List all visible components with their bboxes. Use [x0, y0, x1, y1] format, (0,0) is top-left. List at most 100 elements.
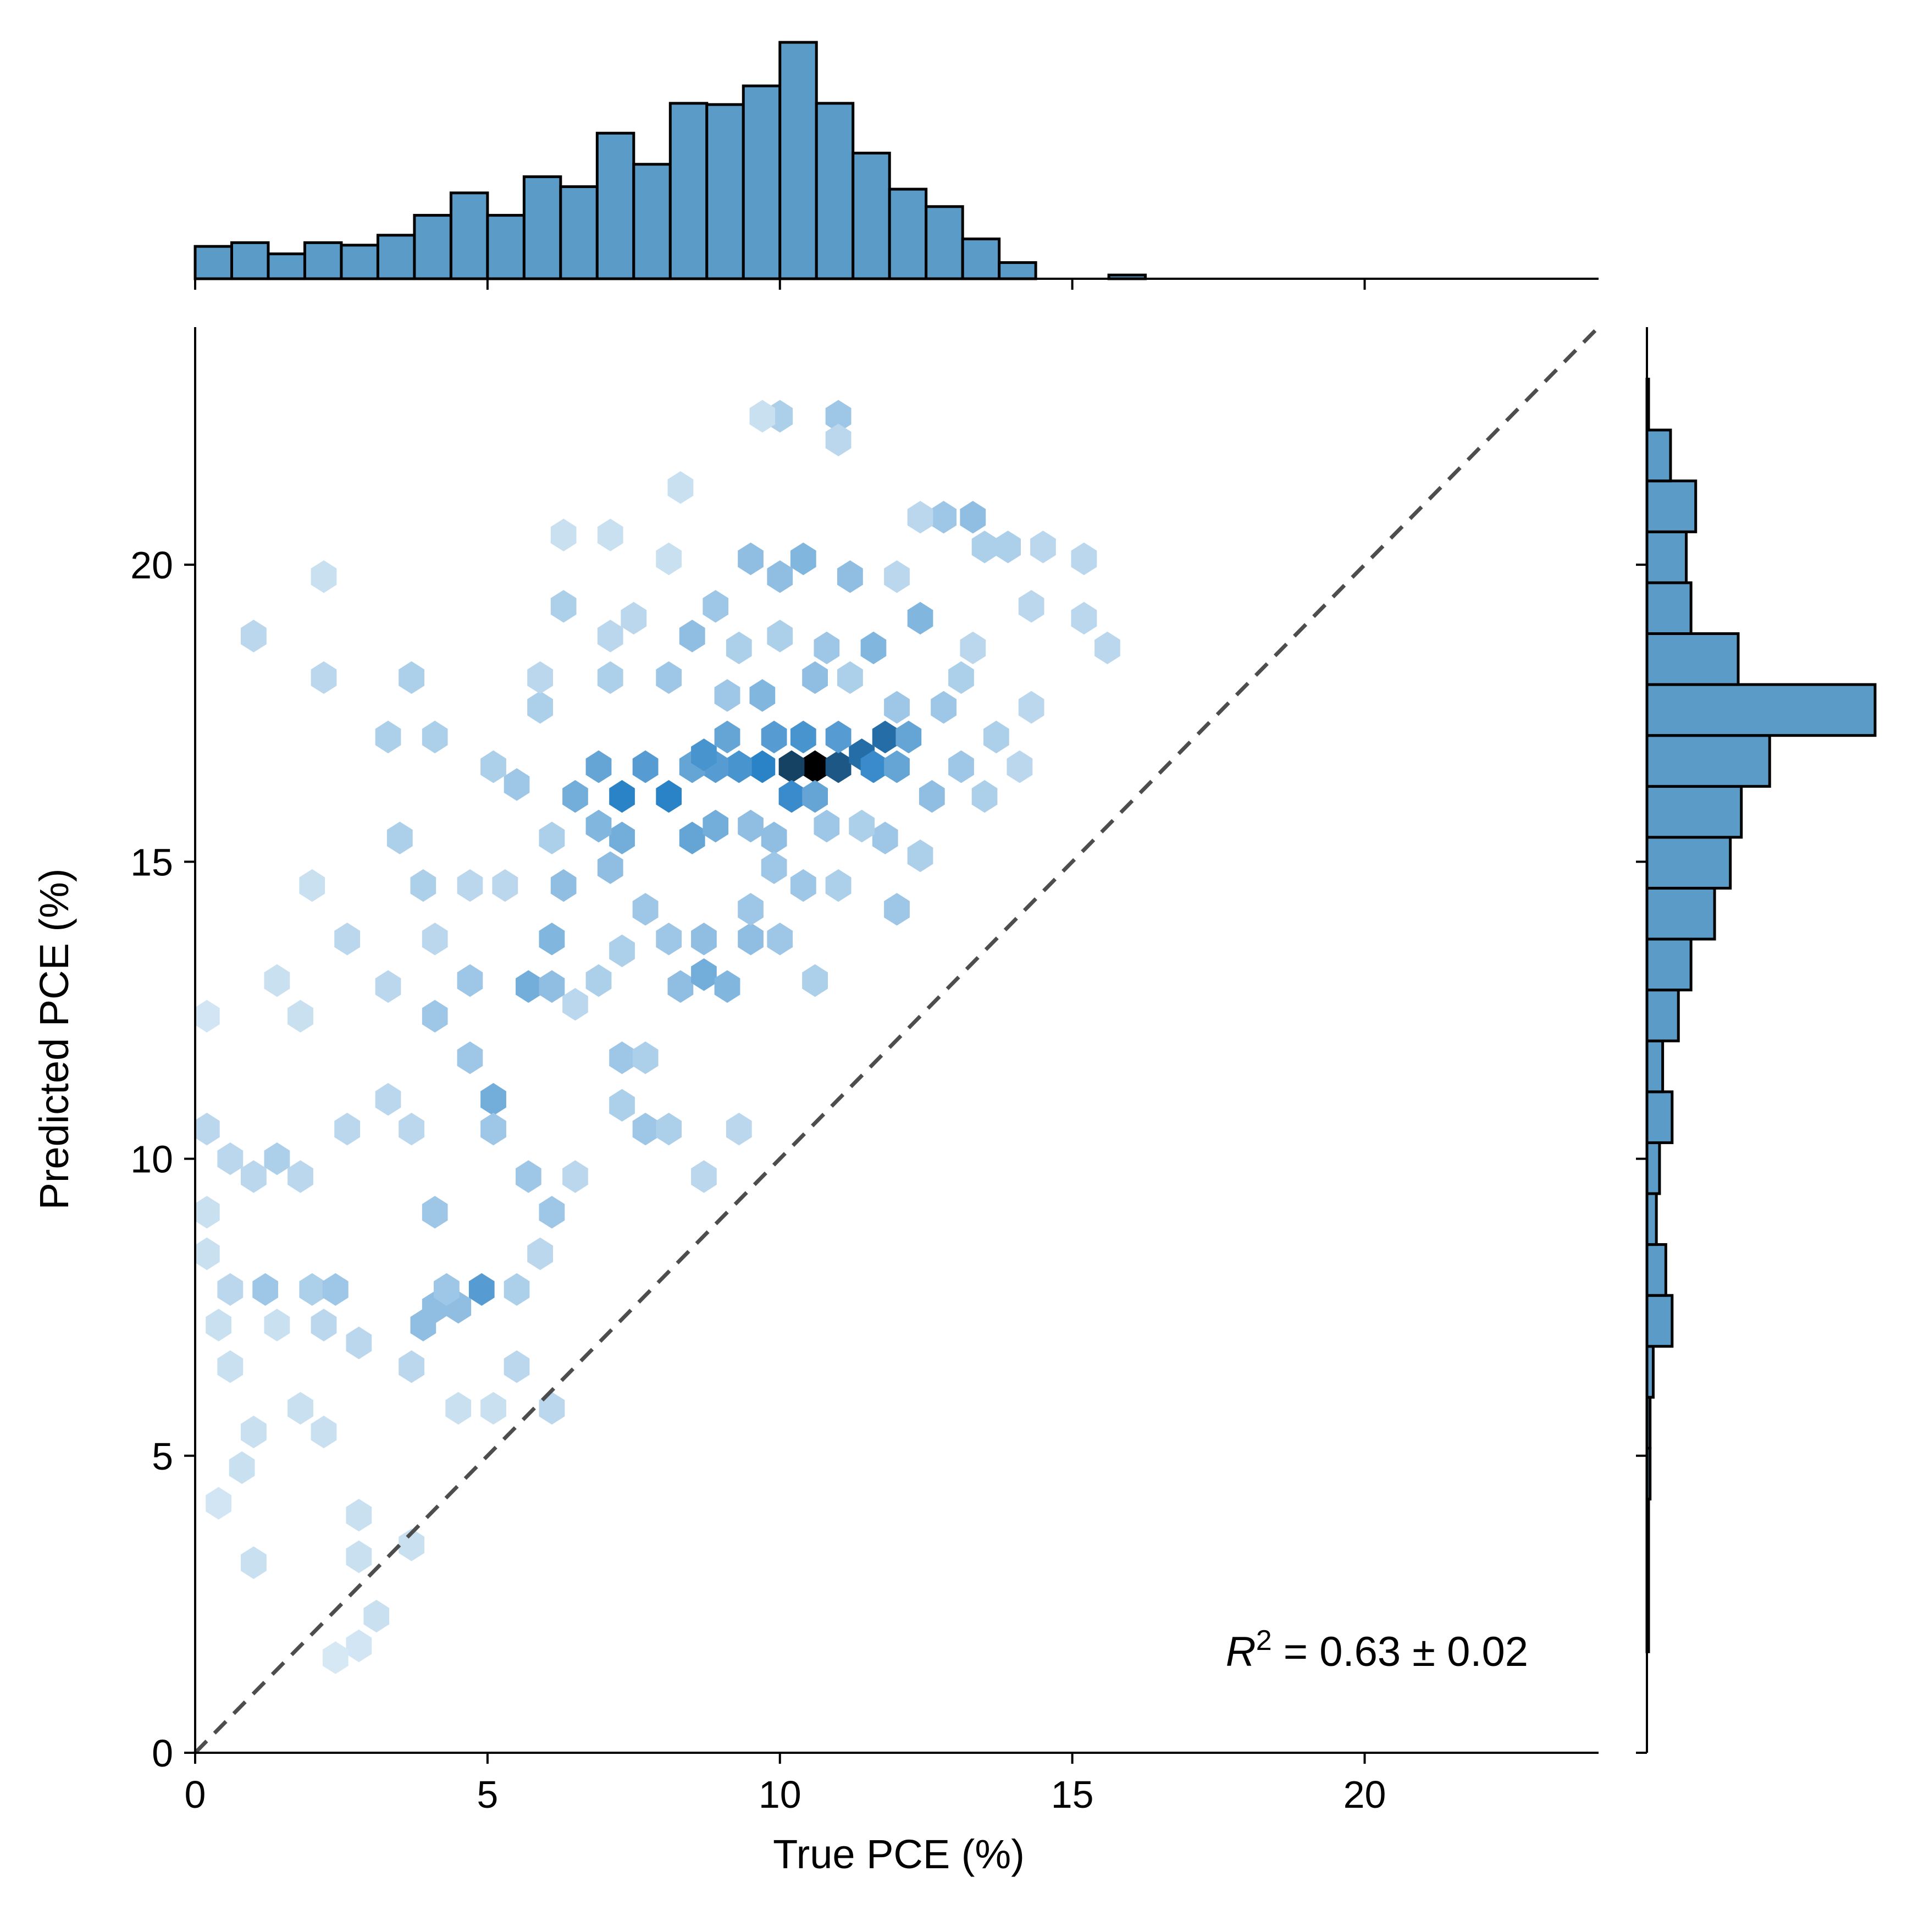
hexbin-cell [346, 1540, 372, 1574]
hexbin-cell [264, 1142, 290, 1175]
hexbin-cell [311, 560, 337, 593]
top-hist-bar [486, 214, 526, 280]
hexbin-cell [726, 750, 752, 783]
hexbin-cell [761, 720, 787, 754]
hexbin-cell [597, 620, 623, 653]
hexbin-cell [825, 720, 852, 754]
hexbin-cell [802, 964, 828, 997]
x-tick-label: 10 [759, 1773, 801, 1816]
hexbin-cell [585, 809, 612, 843]
hexbin-cell [802, 661, 828, 694]
hexbin-cell [884, 893, 910, 926]
top-hist-bar [742, 84, 782, 280]
hexbin-cell [597, 661, 623, 694]
right-hist-bar [1645, 1192, 1658, 1246]
hexbin-cell [241, 620, 267, 653]
right-hist-bar [1645, 632, 1740, 686]
hexbin-cell [837, 560, 863, 593]
top-hist-bar [632, 163, 672, 280]
hexbin-cell [457, 869, 483, 902]
right-hist-ticks [1636, 564, 1647, 1754]
hexbin-cell [767, 560, 793, 593]
hexbin-cell [597, 518, 623, 551]
hexbin-cell [229, 1451, 255, 1484]
hexbin-cell [311, 1415, 337, 1449]
right-hist-bar [1645, 530, 1688, 584]
x-tick-label: 0 [185, 1773, 206, 1816]
hexbin-cell [767, 620, 793, 653]
hexbin-cell [287, 1160, 313, 1193]
hexbin-cell [884, 750, 910, 783]
right-hist-bar [1645, 581, 1693, 635]
hexbin-cell [825, 400, 852, 433]
hexbin-cell [399, 661, 424, 694]
hexbin-cell [346, 1326, 372, 1360]
hexbin-cell [562, 988, 588, 1021]
hexbin-cell [217, 1350, 244, 1383]
y-axis-label: Predicted PCE (%) [31, 869, 77, 1210]
right-hist-bar [1645, 683, 1877, 737]
hexbin-cell [656, 542, 682, 576]
hexbin-cell [948, 750, 974, 783]
top-hist-bar [668, 102, 709, 280]
hexbin-cell [550, 518, 577, 551]
hexbin-cell [703, 590, 729, 623]
hexbin-cell [1018, 590, 1044, 623]
hexbin-cell [931, 691, 957, 724]
hexbin-cell [468, 1273, 495, 1306]
hexbin-cell [299, 869, 325, 902]
hexbin-cell [550, 590, 577, 623]
right-hist-bar [1645, 1039, 1665, 1094]
hexbin-cell [264, 1309, 290, 1342]
top-hist-ticks [194, 279, 1366, 290]
hexbin-cell [860, 631, 887, 665]
hexbin-cell [726, 631, 752, 665]
top-hist-bar [778, 41, 818, 280]
hexbin-cell [241, 1160, 267, 1193]
hexbin-cell [480, 1112, 506, 1146]
hexbin-cell [422, 720, 448, 754]
r-squared-annotation: R2 = 0.63 ± 0.02 [1226, 1625, 1528, 1675]
top-hist-bar [888, 187, 928, 280]
hexbin-cell [550, 869, 577, 902]
hexbin-layer [195, 400, 1120, 1674]
top-hist-bar [925, 205, 964, 280]
top-hist-bar [267, 252, 306, 280]
hexbin-cell [907, 601, 933, 635]
r-superscript: 2 [1256, 1625, 1272, 1657]
hexbin-cell [539, 1392, 565, 1425]
hexbin-cell [790, 869, 816, 902]
hexbin-cell [609, 1089, 635, 1122]
hexbin-cell [632, 750, 659, 783]
main-y-ticks: 0 5 10 15 20 [130, 544, 195, 1775]
hexbin-cell [738, 923, 764, 956]
hexbin-cell [749, 679, 776, 712]
hexbin-cell [539, 970, 565, 1003]
hexbin-cell [714, 679, 740, 712]
hexbin-cell [837, 661, 863, 694]
top-hist-bar [998, 261, 1037, 280]
hexbin-cell [399, 1528, 424, 1561]
hexbin-cell [749, 400, 776, 433]
hexbin-cell [492, 869, 518, 902]
hexbin-cell [691, 923, 717, 956]
hexbin-cell [884, 560, 910, 593]
hexbin-cell [632, 1041, 659, 1074]
hexbin-cell [386, 821, 413, 854]
hexbin-cell [621, 601, 647, 635]
hexbin-cell [632, 1112, 659, 1146]
hexbin-cell [907, 501, 933, 534]
x-tick-label: 5 [477, 1773, 498, 1816]
right-hist-bar [1645, 1090, 1674, 1144]
top-hist-bar [852, 151, 891, 280]
hexbin-cell [609, 1041, 635, 1074]
r-value: = 0.63 ± 0.02 [1272, 1629, 1528, 1675]
hexbin-cell [311, 1309, 337, 1342]
hexbin-cell [422, 1000, 448, 1033]
hexbin-cell [761, 821, 787, 854]
hexbin-cell [264, 964, 290, 997]
top-hist-bar [522, 175, 562, 280]
hexbin-cell [1071, 601, 1097, 635]
hexbin-cell [410, 1309, 436, 1342]
